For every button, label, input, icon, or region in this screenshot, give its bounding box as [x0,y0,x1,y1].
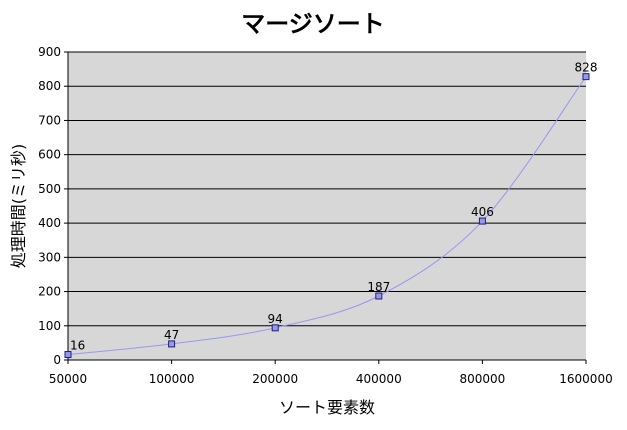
data-label: 828 [575,61,598,75]
data-point [375,292,383,300]
x-tick-label: 400000 [356,372,402,386]
y-axis-ticks: 0 100 200 300 400 500 600 700 800 900 [38,45,68,367]
data-label: 47 [164,328,179,342]
y-tick-label: 500 [38,182,61,196]
y-tick-label: 900 [38,45,61,59]
data-label: 406 [471,205,494,219]
series-line [67,76,587,356]
plot-area [68,52,586,360]
data-labels: 16 47 94 187 406 828 [70,61,597,353]
data-point [271,324,279,332]
data-point [582,73,590,81]
x-tick-label: 1600000 [559,372,612,386]
y-axis-title: 処理時間(ミリ秒) [9,144,28,269]
data-point [168,340,176,348]
x-tick-label: 100000 [149,372,195,386]
data-label: 94 [268,312,283,326]
gridlines [68,51,586,327]
data-point [64,351,72,359]
y-tick-label: 0 [53,353,61,367]
data-markers [64,73,590,359]
y-tick-label: 100 [38,319,61,333]
x-tick-label: 800000 [459,372,505,386]
x-axis-title: ソート要素数 [279,398,375,417]
x-tick-label: 200000 [252,372,298,386]
x-tick-label: 50000 [49,372,87,386]
y-tick-label: 600 [38,148,61,162]
chart-title: マージソート [241,10,385,38]
data-label: 16 [70,339,85,353]
y-tick-label: 800 [38,79,61,93]
y-tick-label: 400 [38,216,61,230]
data-point [478,217,486,225]
y-tick-label: 300 [38,250,61,264]
y-tick-label: 200 [38,285,61,299]
y-tick-label: 700 [38,113,61,127]
x-axis-ticks: 50000 100000 200000 400000 800000 1600000 [49,360,613,386]
data-label: 187 [367,280,390,294]
